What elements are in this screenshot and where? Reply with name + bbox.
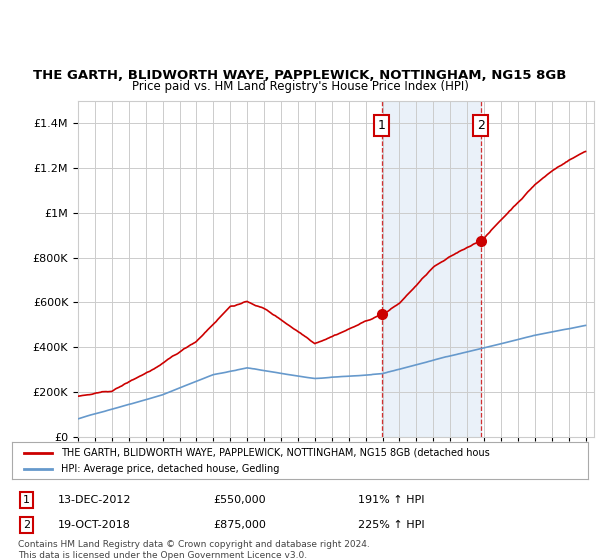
Text: 2: 2 (477, 119, 485, 132)
Text: THE GARTH, BLIDWORTH WAYE, PAPPLEWICK, NOTTINGHAM, NG15 8GB (detached hous: THE GARTH, BLIDWORTH WAYE, PAPPLEWICK, N… (61, 447, 490, 458)
Text: 1: 1 (23, 495, 30, 505)
Text: HPI: Average price, detached house, Gedling: HPI: Average price, detached house, Gedl… (61, 464, 280, 474)
Text: 191% ↑ HPI: 191% ↑ HPI (358, 495, 424, 505)
Text: £875,000: £875,000 (214, 520, 266, 530)
Text: Price paid vs. HM Land Registry's House Price Index (HPI): Price paid vs. HM Land Registry's House … (131, 80, 469, 94)
Text: 2: 2 (23, 520, 30, 530)
Text: 13-DEC-2012: 13-DEC-2012 (58, 495, 131, 505)
Text: £550,000: £550,000 (214, 495, 266, 505)
Text: 19-OCT-2018: 19-OCT-2018 (58, 520, 131, 530)
Text: 225% ↑ HPI: 225% ↑ HPI (358, 520, 424, 530)
Bar (382, 101, 481, 437)
Text: 1: 1 (378, 119, 386, 132)
Text: THE GARTH, BLIDWORTH WAYE, PAPPLEWICK, NOTTINGHAM, NG15 8GB: THE GARTH, BLIDWORTH WAYE, PAPPLEWICK, N… (34, 69, 566, 82)
Text: Contains HM Land Registry data © Crown copyright and database right 2024.
This d: Contains HM Land Registry data © Crown c… (18, 540, 370, 559)
